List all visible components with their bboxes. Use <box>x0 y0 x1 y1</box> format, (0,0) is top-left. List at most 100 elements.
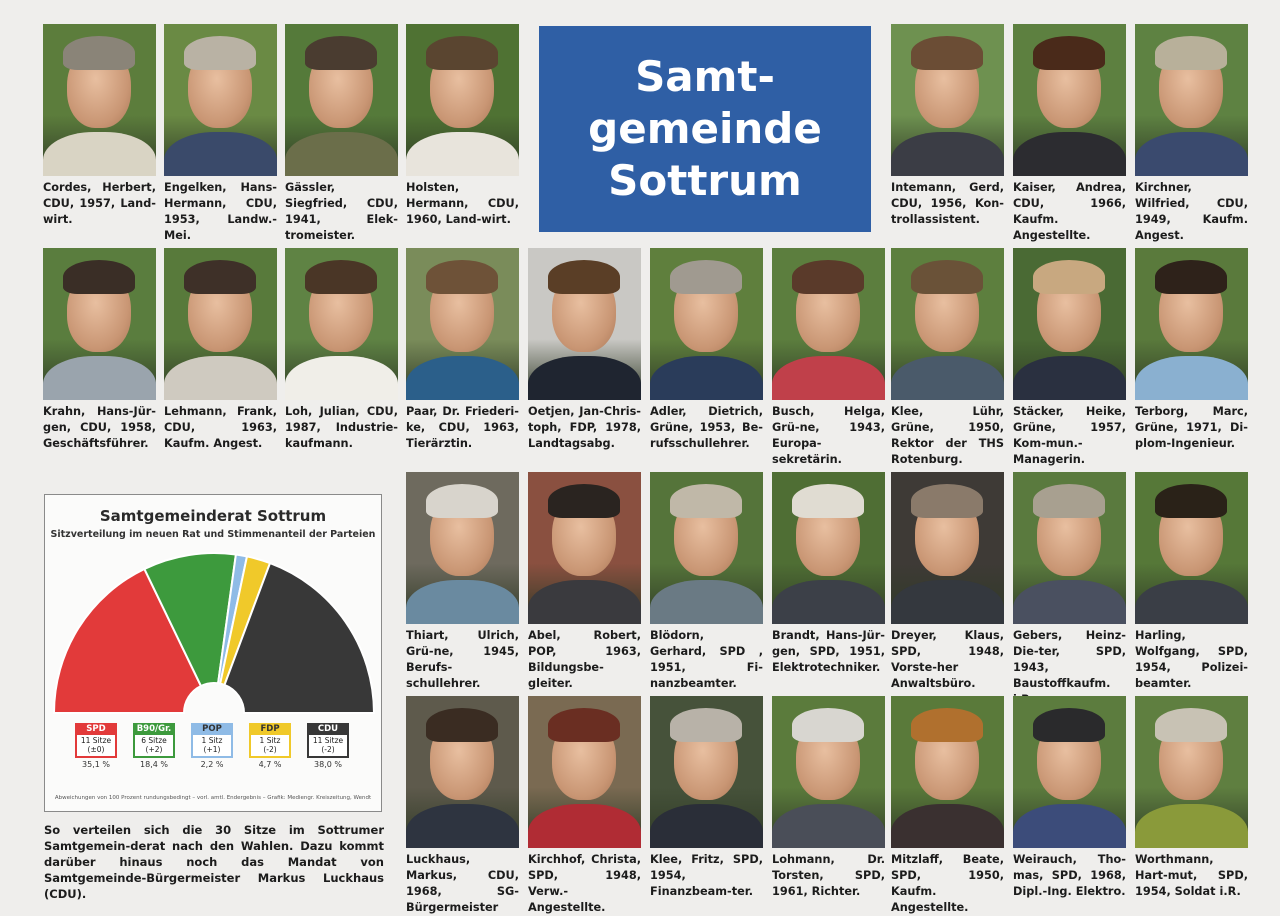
portrait-hair <box>792 484 864 518</box>
portrait-torso <box>891 580 1004 624</box>
member-caption: Loh, Julian, CDU, 1987, Industrie-kaufma… <box>285 405 398 450</box>
portrait-torso <box>650 356 763 400</box>
member-caption: Klee, Lühr, Grüne, 1950, Rektor der THS … <box>891 405 1004 466</box>
member-caption: Klee, Fritz, SPD, 1954, Finanzbeam-ter. <box>650 853 763 898</box>
member-photo <box>1135 472 1248 624</box>
portrait-hair <box>305 260 377 294</box>
portrait-torso <box>285 356 398 400</box>
member-card-worthmann: Worthmann, Hart-mut, SPD, 1954, Soldat i… <box>1135 696 1248 900</box>
portrait-torso <box>650 804 763 848</box>
portrait-torso <box>772 580 885 624</box>
portrait-hair <box>548 708 620 742</box>
member-card-harling: Harling, Wolfgang, SPD, 1954, Polizei-be… <box>1135 472 1248 692</box>
portrait-torso <box>891 356 1004 400</box>
legend-seats: 1 Sitz <box>259 736 281 745</box>
portrait-torso <box>772 804 885 848</box>
legend-change: (+1) <box>203 745 221 754</box>
member-card-holsten: Holsten, Hermann, CDU, 1960, Land-wirt. <box>406 24 519 228</box>
member-caption: Busch, Helga, Grü-ne, 1943, Europa-sekre… <box>772 405 885 466</box>
member-photo <box>1135 248 1248 400</box>
portrait-torso <box>528 804 641 848</box>
legend-item-cdu: CDU 11 Sitze (-2) 38,0 % <box>307 723 349 769</box>
legend-item-spd: SPD 11 Sitze (±0) 35,1 % <box>75 723 117 769</box>
portrait-torso <box>1135 132 1248 176</box>
portrait-torso <box>164 132 277 176</box>
member-photo <box>650 696 763 848</box>
member-caption: Gässler, Siegfried, CDU, 1941, Elek-trom… <box>285 181 398 242</box>
member-card-abel: Abel, Robert, POP, 1963, Bildungsbe-glei… <box>528 472 641 692</box>
portrait-torso <box>528 356 641 400</box>
legend-change: (±0) <box>87 745 105 754</box>
portrait-torso <box>406 356 519 400</box>
portrait-hair <box>792 260 864 294</box>
member-caption: Oetjen, Jan-Chris-toph, FDP, 1978, Landt… <box>528 405 641 450</box>
segment-spd <box>52 567 203 714</box>
legend-seats: 6 Sitze <box>141 736 167 745</box>
member-photo <box>772 248 885 400</box>
legend-percent: 4,7 % <box>258 760 282 769</box>
portrait-torso <box>1135 356 1248 400</box>
portrait-torso <box>772 356 885 400</box>
member-card-luckhaus: Luckhaus, Markus, CDU, 1968, SG-Bürgerme… <box>406 696 519 916</box>
portrait-torso <box>43 356 156 400</box>
portrait-hair <box>548 484 620 518</box>
member-card-gebers: Gebers, Heinz-Die-ter, SPD, 1943, Bausto… <box>1013 472 1126 708</box>
member-photo <box>1013 248 1126 400</box>
member-caption: Kirchhof, Christa, SPD, 1948, Verw.-Ange… <box>528 853 641 914</box>
member-card-oetjen: Oetjen, Jan-Chris-toph, FDP, 1978, Landt… <box>528 248 641 452</box>
member-card-kirchner: Kirchner, Wilfried, CDU, 1949, Kaufm. An… <box>1135 24 1248 244</box>
chart-subtitle: Sitzverteilung im neuen Rat und Stimmena… <box>50 529 376 540</box>
member-photo <box>1013 24 1126 176</box>
member-photo <box>891 248 1004 400</box>
member-card-mitzlaff: Mitzlaff, Beate, SPD, 1950, Kaufm. Anges… <box>891 696 1004 916</box>
member-card-paar: Paar, Dr. Friederi-ke, CDU, 1963, Tierär… <box>406 248 519 452</box>
portrait-torso <box>528 580 641 624</box>
member-card-brandt: Brandt, Hans-Jür-gen, SPD, 1951, Elektro… <box>772 472 885 676</box>
portrait-hair <box>1155 484 1227 518</box>
member-caption: Terborg, Marc, Grüne, 1971, Di-plom-Inge… <box>1135 405 1248 450</box>
hemicycle-chart <box>52 552 376 714</box>
portrait-hair <box>426 36 498 70</box>
segment-b90-gr- <box>143 552 238 688</box>
member-caption: Lehmann, Frank, CDU, 1963, Kaufm. Angest… <box>164 405 277 450</box>
member-photo <box>528 472 641 624</box>
chart-title: Samtgemeinderat Sottrum <box>99 507 327 525</box>
portrait-hair <box>911 484 983 518</box>
portrait-hair <box>63 36 135 70</box>
member-card-weirauch: Weirauch, Tho-mas, SPD, 1968, Dipl.-Ing.… <box>1013 696 1126 900</box>
legend-party: SPD <box>75 723 117 735</box>
legend-change: (-2) <box>263 745 277 754</box>
member-card-adler: Adler, Dietrich, Grüne, 1953, Be-rufssch… <box>650 248 763 452</box>
member-caption: Harling, Wolfgang, SPD, 1954, Polizei-be… <box>1135 629 1248 690</box>
member-photo <box>164 24 277 176</box>
member-caption: Intemann, Gerd, CDU, 1956, Kon-trollassi… <box>891 181 1004 226</box>
portrait-torso <box>285 132 398 176</box>
member-photo <box>164 248 277 400</box>
portrait-hair <box>63 260 135 294</box>
portrait-torso <box>1135 804 1248 848</box>
portrait-torso <box>43 132 156 176</box>
member-photo <box>1135 24 1248 176</box>
member-card-staecker: Stäcker, Heike, Grüne, 1957, Kom-mun.-Ma… <box>1013 248 1126 468</box>
member-caption: Kirchner, Wilfried, CDU, 1949, Kaufm. An… <box>1135 181 1248 242</box>
portrait-hair <box>670 484 742 518</box>
portrait-hair <box>305 36 377 70</box>
member-card-lehmann: Lehmann, Frank, CDU, 1963, Kaufm. Angest… <box>164 248 277 452</box>
portrait-hair <box>670 260 742 294</box>
portrait-hair <box>184 260 256 294</box>
portrait-hair <box>792 708 864 742</box>
segment-cdu <box>223 561 376 714</box>
portrait-torso <box>891 804 1004 848</box>
portrait-hair <box>426 484 498 518</box>
member-caption: Cordes, Herbert, CDU, 1957, Land-wirt. <box>43 181 156 226</box>
legend-percent: 2,2 % <box>200 760 224 769</box>
portrait-hair <box>1155 36 1227 70</box>
member-card-klee-fritz: Klee, Fritz, SPD, 1954, Finanzbeam-ter. <box>650 696 763 900</box>
member-card-dreyer: Dreyer, Klaus, SPD, 1948, Vorste-her Anw… <box>891 472 1004 692</box>
portrait-torso <box>406 804 519 848</box>
member-caption: Brandt, Hans-Jür-gen, SPD, 1951, Elektro… <box>772 629 885 674</box>
member-card-kirchhof: Kirchhof, Christa, SPD, 1948, Verw.-Ange… <box>528 696 641 916</box>
member-photo <box>528 696 641 848</box>
member-card-bloedorn: Blödorn, Gerhard, SPD , 1951, Fi-nanzbea… <box>650 472 763 692</box>
legend-party: POP <box>191 723 233 735</box>
